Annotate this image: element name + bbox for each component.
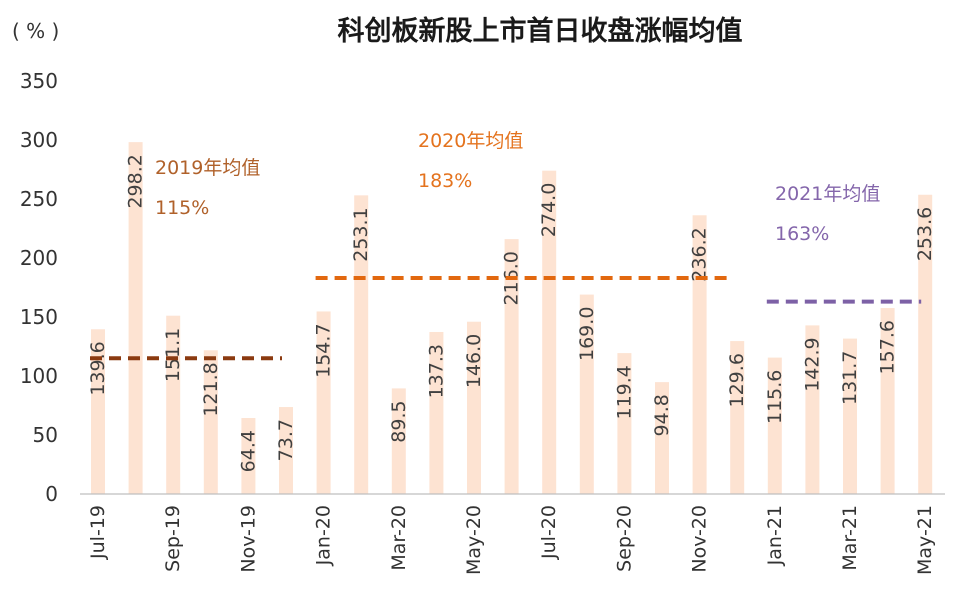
bar-Mar-20 — [391, 388, 406, 494]
x-tick-label: Mar-21 — [839, 505, 861, 571]
x-tick-label: Jan-21 — [764, 505, 786, 566]
data-label-Aug-19: 298.2 — [125, 154, 147, 208]
data-label-Jul-19: 139.6 — [87, 341, 109, 395]
bar-Jun-20 — [504, 239, 519, 494]
bar-Oct-19 — [203, 350, 218, 494]
y-axis-ticks: 0 50 100 150 200 250 300 350 — [20, 69, 58, 506]
bar-Apr-21 — [880, 308, 895, 494]
annotation-2020-value: 183% — [418, 170, 472, 192]
data-label-Feb-20: 253.1 — [350, 207, 372, 261]
data-label-Mar-20: 89.5 — [388, 400, 410, 442]
bar-Sep-20 — [617, 353, 632, 494]
y-tick-label: 100 — [20, 364, 58, 388]
bar-Aug-19 — [128, 142, 143, 494]
y-axis-label: ( % ) — [12, 19, 59, 43]
bar-Apr-20 — [429, 331, 444, 494]
data-label-Mar-21: 131.7 — [839, 351, 861, 405]
bar-Jan-20 — [316, 311, 331, 494]
bar-Aug-20 — [579, 294, 594, 494]
bar-Feb-21 — [805, 325, 820, 494]
x-tick-label: Jul-19 — [87, 505, 109, 560]
x-tick-label: Mar-20 — [388, 505, 410, 571]
bar-Nov-20 — [692, 215, 707, 494]
data-label-Nov-20: 236.2 — [689, 227, 711, 281]
annotation-2021: 2021年均值 163% — [775, 183, 880, 245]
data-label-Dec-20: 129.6 — [726, 353, 748, 407]
annotation-2020: 2020年均值 183% — [418, 130, 523, 192]
data-label-Dec-19: 73.7 — [275, 419, 297, 461]
y-tick-label: 0 — [45, 482, 58, 506]
y-tick-label: 300 — [20, 128, 58, 152]
x-tick-label: May-21 — [914, 505, 936, 575]
data-label-Jul-20: 274.0 — [538, 183, 560, 237]
annotation-2020-label: 2020年均值 — [418, 130, 523, 152]
annotation-2021-label: 2021年均值 — [775, 183, 880, 205]
data-label-Apr-20: 137.3 — [425, 344, 447, 398]
annotation-2019: 2019年均值 115% — [155, 157, 260, 219]
data-label-Aug-20: 169.0 — [576, 307, 598, 361]
y-tick-label: 50 — [33, 423, 58, 447]
bar-Dec-20 — [730, 341, 745, 494]
x-tick-label: Nov-20 — [689, 505, 711, 573]
bar-May-20 — [467, 321, 481, 494]
chart-title: 科创板新股上市首日收盘涨幅均值 — [338, 15, 743, 47]
y-tick-label: 150 — [20, 305, 58, 329]
annotation-2019-label: 2019年均值 — [155, 157, 260, 179]
average-lines — [90, 276, 922, 361]
bar-Jul-19 — [91, 329, 105, 494]
data-labels: 139.6 298.2 151.1 121.8 64.4 73.7 154.7 253.1 89… — [87, 154, 936, 472]
bar-Mar-21 — [843, 338, 857, 494]
y-tick-label: 250 — [20, 187, 58, 211]
data-label-Sep-19: 151.1 — [162, 328, 184, 382]
x-tick-label: Nov-19 — [237, 505, 259, 573]
bar-Jan-21 — [767, 357, 782, 494]
x-tick-label: Jan-20 — [313, 505, 335, 566]
bars — [91, 142, 933, 495]
annotation-2019-value: 115% — [155, 197, 209, 219]
bar-Jul-20 — [542, 170, 557, 494]
data-label-Jan-21: 115.6 — [764, 370, 786, 424]
data-label-Oct-20: 94.8 — [651, 394, 673, 436]
x-tick-label: Sep-19 — [162, 505, 184, 572]
data-label-Apr-21: 157.6 — [877, 320, 899, 374]
data-label-Sep-20: 119.4 — [613, 365, 635, 419]
bar-May-21 — [918, 194, 933, 494]
data-label-Feb-21: 142.9 — [801, 337, 823, 391]
bar-Oct-20 — [655, 382, 669, 494]
y-tick-label: 200 — [20, 246, 58, 270]
x-tick-label: Sep-20 — [613, 505, 635, 572]
data-label-Oct-19: 121.8 — [200, 362, 222, 416]
data-label-Jan-20: 154.7 — [313, 323, 335, 377]
data-label-May-21: 253.6 — [914, 207, 936, 261]
bar-Feb-20 — [354, 195, 369, 495]
annotation-2021-value: 163% — [775, 223, 829, 245]
y-tick-label: 350 — [20, 69, 58, 93]
bar-Nov-19 — [241, 418, 256, 494]
bar-Dec-19 — [279, 407, 293, 494]
x-tick-label: Jul-20 — [538, 505, 560, 560]
data-label-May-20: 146.0 — [463, 334, 485, 388]
x-tick-label: May-20 — [463, 505, 485, 575]
data-label-Nov-19: 64.4 — [237, 430, 259, 472]
x-axis-ticks: Jul-19 Sep-19 Nov-19 Jan-20 Mar-20 May-20 Jul-… — [87, 505, 936, 575]
